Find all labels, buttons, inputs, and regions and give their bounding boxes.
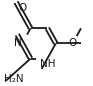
- Text: O: O: [68, 38, 77, 48]
- Text: O: O: [18, 3, 26, 13]
- Text: NH: NH: [40, 59, 55, 69]
- Text: H₂N: H₂N: [4, 74, 24, 84]
- Text: N: N: [14, 38, 22, 48]
